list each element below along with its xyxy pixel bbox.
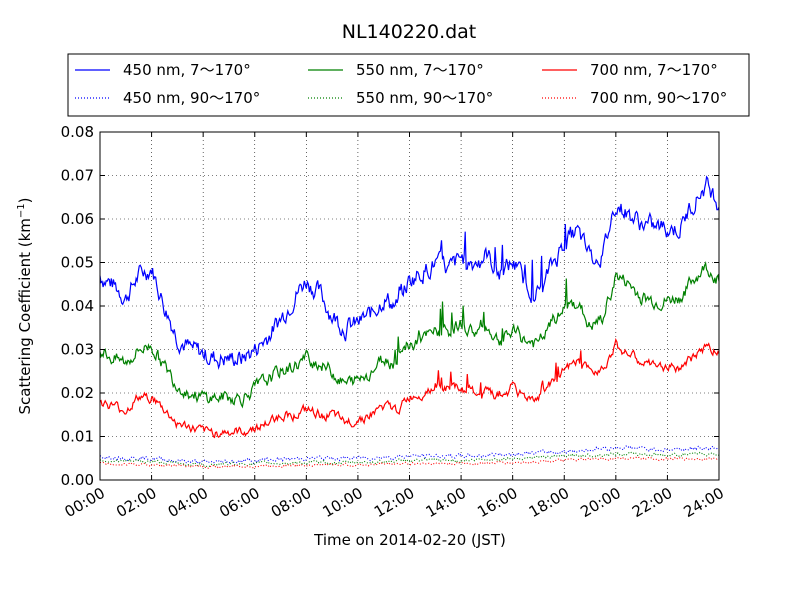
y-axis-label-close: ): [16, 197, 34, 203]
legend-label-2: 700 nm, 7～170°: [590, 61, 718, 79]
y-tick-label: 0.03: [61, 341, 94, 359]
y-tick-label: 0.08: [61, 123, 94, 141]
x-tick-label: 00:00: [62, 484, 108, 521]
y-axis-label-exponent: −1: [16, 203, 27, 218]
y-tick-label: 0.06: [61, 210, 94, 228]
x-tick-labels: 00:00 02:00 04:00 06:00 08:00 10:00 12:00 14:00…: [62, 484, 727, 521]
x-tick-label: 18:00: [526, 484, 572, 521]
x-tick-label: 06:00: [216, 484, 262, 521]
legend-label-4: 550 nm, 90～170°: [356, 89, 493, 107]
legend-box: [67, 53, 750, 117]
y-tick-label: 0.05: [61, 254, 94, 272]
legend: 450 nm, 7～170° 550 nm, 7～170° 700 nm, 7～17…: [67, 53, 750, 117]
y-tick-labels: 0.00 0.01 0.02 0.03 0.04 0.05 0.06 0.07 0.08: [61, 123, 94, 489]
series-line-4: [99, 451, 719, 468]
y-tick-label: 0.07: [61, 167, 94, 185]
axis-ticks: [99, 131, 720, 481]
y-axis-label: Scattering Coefficient (km−1): [16, 197, 34, 414]
legend-label-0: 450 nm, 7～170°: [123, 61, 251, 79]
x-tick-label: 02:00: [113, 484, 159, 521]
y-tick-label: 0.01: [61, 428, 94, 446]
series-line-1: [99, 261, 720, 409]
series-line-5: [100, 456, 720, 469]
x-tick-label: 14:00: [423, 484, 469, 521]
x-tick-label: 12:00: [371, 484, 417, 521]
x-tick-label: 24:00: [681, 484, 727, 521]
legend-label-3: 450 nm, 90～170°: [123, 89, 260, 107]
x-tick-label: 04:00: [165, 484, 211, 521]
y-tick-label: 0.04: [61, 297, 94, 315]
x-tick-label: 08:00: [268, 484, 314, 521]
x-axis-label: Time on 2014-02-20 (JST): [313, 531, 506, 549]
plot-series: [99, 175, 720, 469]
y-tick-label: 0.02: [61, 384, 94, 402]
y-axis-label-main: Scattering Coefficient (km: [16, 218, 34, 414]
x-tick-label: 16:00: [474, 484, 520, 521]
x-tick-label: 10:00: [319, 484, 365, 521]
x-tick-label: 22:00: [629, 484, 675, 521]
legend-label-5: 700 nm, 90～170°: [590, 89, 727, 107]
series-line-2: [99, 337, 720, 439]
series-line-0: [99, 175, 720, 370]
legend-label-1: 550 nm, 7～170°: [356, 61, 484, 79]
x-tick-label: 20:00: [577, 484, 623, 521]
chart-title: NL140220.dat: [342, 21, 477, 43]
y-tick-label: 0.00: [61, 471, 94, 489]
